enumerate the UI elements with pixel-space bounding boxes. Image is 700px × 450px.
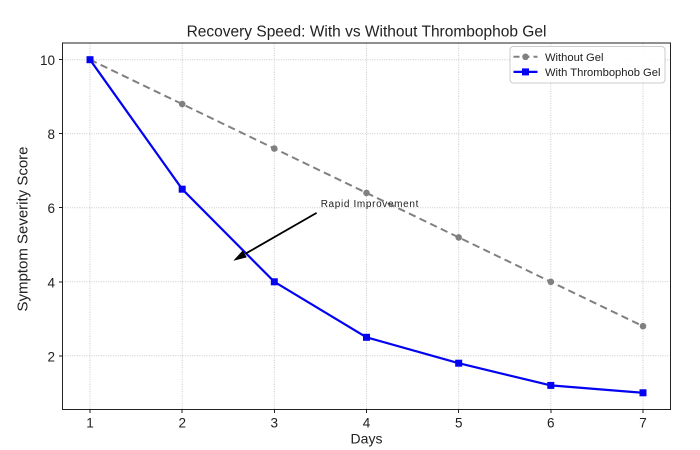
svg-text:2: 2 <box>178 416 186 431</box>
svg-text:8: 8 <box>47 127 55 142</box>
svg-text:6: 6 <box>47 201 55 216</box>
svg-text:6: 6 <box>547 416 555 431</box>
svg-text:4: 4 <box>47 275 55 290</box>
svg-text:1: 1 <box>86 416 94 431</box>
svg-text:7: 7 <box>639 416 647 431</box>
svg-text:Without Gel: Without Gel <box>545 52 603 64</box>
svg-text:5: 5 <box>455 416 463 431</box>
svg-text:4: 4 <box>363 416 371 431</box>
svg-text:With Thrombophob Gel: With Thrombophob Gel <box>545 67 660 79</box>
svg-text:10: 10 <box>40 53 55 68</box>
svg-text:2: 2 <box>47 349 55 364</box>
svg-text:Rapid Improvement: Rapid Improvement <box>321 199 419 210</box>
svg-text:Symptom Severity Score: Symptom Severity Score <box>15 146 32 311</box>
svg-text:3: 3 <box>271 416 279 431</box>
svg-text:Recovery Speed: With vs Withou: Recovery Speed: With vs Without Thrombop… <box>187 24 547 41</box>
svg-text:Days: Days <box>351 431 383 447</box>
